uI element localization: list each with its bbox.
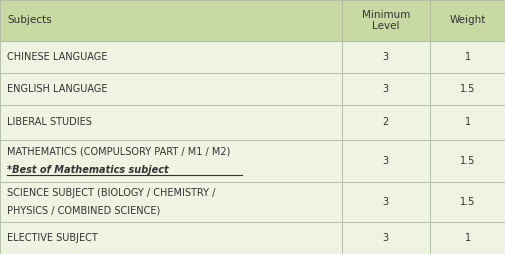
Text: Subjects: Subjects [7,15,52,25]
Text: 3: 3 [382,156,388,166]
Text: *Best of Mathematics subject: *Best of Mathematics subject [7,165,168,175]
Text: 3: 3 [382,84,388,94]
Bar [0,182,341,222]
Bar [341,222,429,254]
Bar [429,105,505,140]
Text: 1: 1 [464,233,470,243]
Bar [429,140,505,182]
Text: CHINESE LANGUAGE: CHINESE LANGUAGE [7,52,107,62]
Bar [341,73,429,105]
Bar [429,73,505,105]
Text: 1.5: 1.5 [460,156,475,166]
Text: MATHEMATICS (COMPULSORY PART / M1 / M2): MATHEMATICS (COMPULSORY PART / M1 / M2) [7,147,230,156]
Text: PHYSICS / COMBINED SCIENCE): PHYSICS / COMBINED SCIENCE) [7,206,160,216]
Text: Weight: Weight [449,15,485,25]
Text: 1: 1 [464,52,470,62]
Text: ENGLISH LANGUAGE: ENGLISH LANGUAGE [7,84,107,94]
Bar [429,41,505,73]
Text: 3: 3 [382,52,388,62]
Text: ELECTIVE SUBJECT: ELECTIVE SUBJECT [7,233,97,243]
Bar [0,105,341,140]
Text: 1: 1 [464,117,470,127]
Bar [0,140,341,182]
Bar [0,73,341,105]
Bar [0,41,341,73]
Bar [341,0,429,41]
Text: 1.5: 1.5 [460,84,475,94]
Bar [341,105,429,140]
Text: LIBERAL STUDIES: LIBERAL STUDIES [7,117,92,127]
Bar [429,222,505,254]
Text: 3: 3 [382,197,388,207]
Text: 1.5: 1.5 [460,197,475,207]
Bar [341,140,429,182]
Bar [341,41,429,73]
Bar [0,0,341,41]
Text: Minimum
Level: Minimum Level [361,10,409,31]
Bar [429,0,505,41]
Bar [341,182,429,222]
Text: 3: 3 [382,233,388,243]
Text: SCIENCE SUBJECT (BIOLOGY / CHEMISTRY /: SCIENCE SUBJECT (BIOLOGY / CHEMISTRY / [7,188,215,198]
Bar [429,182,505,222]
Text: 2: 2 [382,117,388,127]
Bar [0,222,341,254]
